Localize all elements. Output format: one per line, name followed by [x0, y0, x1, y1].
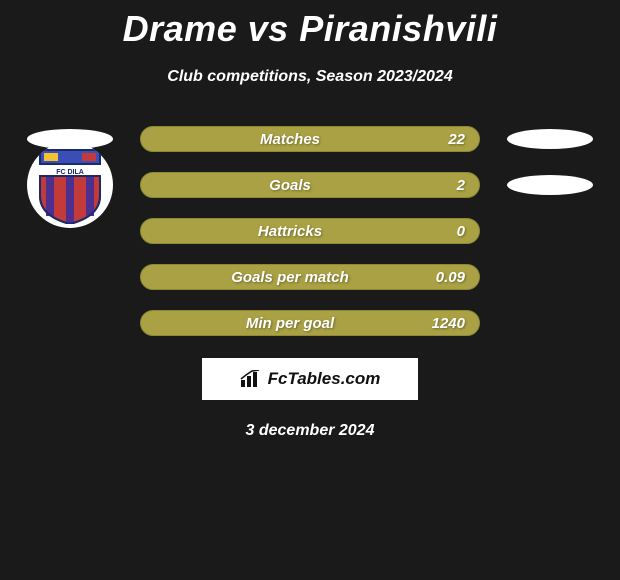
left-slot: FC DILA: [20, 142, 120, 228]
stat-bar-mpg: Min per goal 1240: [140, 310, 480, 336]
subtitle: Club competitions, Season 2023/2024: [0, 68, 620, 86]
brand-text: FcTables.com: [268, 369, 381, 389]
club-crest: FC DILA: [27, 142, 113, 228]
stat-row: FC DILA Goals 2: [0, 174, 620, 196]
stat-value: 0.09: [425, 269, 465, 286]
right-slot: [500, 129, 600, 149]
stat-label: Hattricks: [155, 223, 425, 240]
stat-row: Min per goal 1240: [0, 312, 620, 334]
right-slot: [500, 175, 600, 195]
stat-bar-matches: Matches 22: [140, 126, 480, 152]
stats-rows: Matches 22 FC DILA: [0, 128, 620, 334]
brand-box: FcTables.com: [202, 358, 418, 400]
stat-bar-gpm: Goals per match 0.09: [140, 264, 480, 290]
avatar-oval: [507, 129, 593, 149]
stat-row: Goals per match 0.09: [0, 266, 620, 288]
svg-text:FC DILA: FC DILA: [56, 169, 84, 176]
stat-label: Min per goal: [155, 315, 425, 332]
stat-bar-goals: Goals 2: [140, 172, 480, 198]
stat-label: Goals: [155, 177, 425, 194]
crest-icon: FC DILA: [35, 146, 105, 224]
stat-label: Matches: [155, 131, 425, 148]
stat-value: 1240: [425, 315, 465, 332]
page-title: Drame vs Piranishvili: [0, 0, 620, 50]
stat-value: 22: [425, 131, 465, 148]
footer-date: 3 december 2024: [0, 422, 620, 440]
stat-value: 0: [425, 223, 465, 240]
stat-value: 2: [425, 177, 465, 194]
avatar-oval: [507, 175, 593, 195]
stat-label: Goals per match: [155, 269, 425, 286]
bars-icon: [240, 370, 262, 388]
stat-bar-hattricks: Hattricks 0: [140, 218, 480, 244]
